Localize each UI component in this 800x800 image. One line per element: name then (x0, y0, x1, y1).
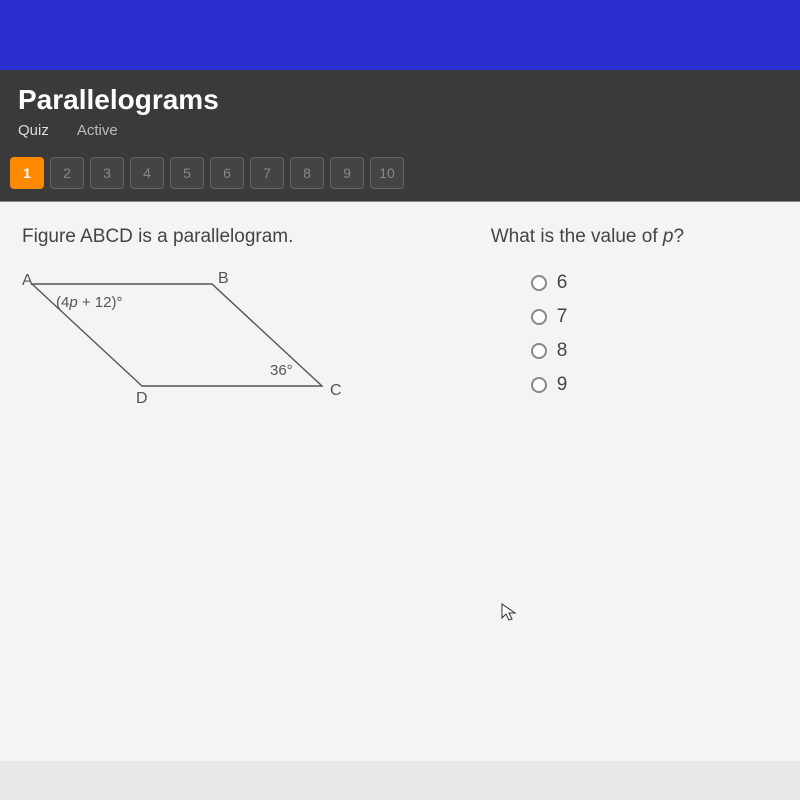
option-4[interactable]: 9 (531, 374, 778, 396)
question-number-nav: 1 2 3 4 5 6 7 8 9 10 (0, 151, 800, 201)
quiz-subhead: Quiz Active (18, 122, 782, 139)
tab-active[interactable]: Active (77, 122, 118, 139)
radio-icon (531, 343, 547, 359)
qnum-3[interactable]: 3 (90, 157, 124, 189)
answer-options: 6 7 8 9 (491, 272, 778, 396)
qnum-5[interactable]: 5 (170, 157, 204, 189)
question-suffix: ? (673, 226, 684, 247)
qnum-4[interactable]: 4 (130, 157, 164, 189)
option-1[interactable]: 6 (531, 272, 778, 294)
vertex-D-label: D (136, 390, 148, 408)
right-column: What is the value of p? 6 7 8 9 (491, 226, 778, 737)
parallelogram-svg (22, 266, 362, 436)
qnum-10[interactable]: 10 (370, 157, 404, 189)
qnum-6[interactable]: 6 (210, 157, 244, 189)
radio-icon (531, 309, 547, 325)
option-4-label: 9 (557, 374, 568, 396)
radio-icon (531, 377, 547, 393)
problem-stem: Figure ABCD is a parallelogram. (22, 226, 460, 248)
question-prefix: What is the value of (491, 226, 663, 247)
question-variable: p (663, 226, 674, 247)
qnum-8[interactable]: 8 (290, 157, 324, 189)
qnum-9[interactable]: 9 (330, 157, 364, 189)
parallelogram-figure: A B C D (4p + 12)° 36° (22, 266, 362, 436)
qnum-2[interactable]: 2 (50, 157, 84, 189)
question-content: Figure ABCD is a parallelogram. A B C D … (0, 201, 800, 761)
qnum-7[interactable]: 7 (250, 157, 284, 189)
option-2[interactable]: 7 (531, 306, 778, 328)
question-text: What is the value of p? (491, 226, 778, 248)
qnum-1[interactable]: 1 (10, 157, 44, 189)
vertex-C-label: C (330, 382, 342, 400)
radio-icon (531, 275, 547, 291)
option-3[interactable]: 8 (531, 340, 778, 362)
angle-C-label: 36° (270, 362, 293, 379)
quiz-header: Parallelograms Quiz Active (0, 70, 800, 151)
angle-A-label: (4p + 12)° (56, 294, 122, 311)
quiz-title: Parallelograms (18, 84, 782, 116)
top-browser-bar (0, 0, 800, 70)
vertex-A-label: A (22, 272, 33, 290)
option-1-label: 6 (557, 272, 568, 294)
vertex-B-label: B (218, 270, 229, 288)
option-3-label: 8 (557, 340, 568, 362)
left-column: Figure ABCD is a parallelogram. A B C D … (22, 226, 460, 737)
tab-quiz[interactable]: Quiz (18, 122, 49, 139)
option-2-label: 7 (557, 306, 568, 328)
